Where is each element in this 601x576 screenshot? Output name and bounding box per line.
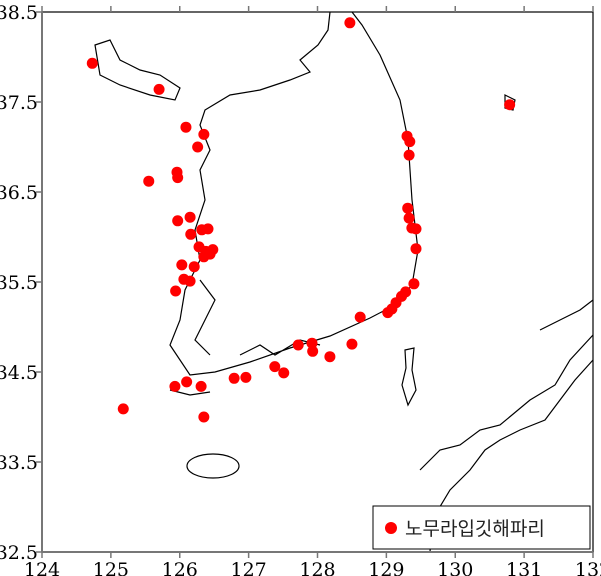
sighting-point xyxy=(198,128,210,140)
x-tick-label: 128 xyxy=(299,559,335,576)
x-tick-label: 124 xyxy=(24,559,60,576)
sighting-point xyxy=(354,311,366,323)
sighting-point xyxy=(344,17,356,29)
sighting-point xyxy=(382,307,394,319)
plot-frame xyxy=(41,11,594,553)
y-tick-label: 34.5 xyxy=(0,362,38,384)
sighting-point xyxy=(306,337,318,349)
jellyfish-sightings xyxy=(86,17,516,423)
y-tick-label: 36.5 xyxy=(0,182,38,204)
x-tick-label: 125 xyxy=(93,559,129,576)
x-tick-label: 132 xyxy=(575,559,601,576)
sighting-point xyxy=(410,243,422,255)
jeju-island-outline xyxy=(186,453,240,479)
sighting-point xyxy=(402,202,414,214)
y-tick-label: 33.5 xyxy=(0,452,38,474)
japan-coastline xyxy=(419,94,594,553)
x-tick-label: 127 xyxy=(230,559,266,576)
y-tick-label: 32.5 xyxy=(0,542,38,564)
sighting-point xyxy=(278,367,290,379)
sighting-point xyxy=(410,223,422,235)
sighting-point xyxy=(188,261,200,273)
y-tick-label: 35.5 xyxy=(0,272,38,294)
x-tick-label: 129 xyxy=(368,559,404,576)
sighting-point xyxy=(228,372,240,384)
sighting-point xyxy=(269,361,281,373)
sighting-point xyxy=(403,149,415,161)
y-tick-label: 38.5 xyxy=(0,2,38,24)
sighting-point xyxy=(204,248,216,260)
coastline xyxy=(94,11,594,553)
sighting-point xyxy=(172,215,184,227)
legend-box xyxy=(372,505,591,550)
sighting-point xyxy=(169,380,181,392)
sighting-point xyxy=(195,380,207,392)
sighting-point xyxy=(181,376,193,388)
tsushima-outline xyxy=(401,347,417,407)
sighting-point xyxy=(240,371,252,383)
sighting-point xyxy=(202,223,214,235)
sighting-point xyxy=(153,83,165,95)
x-tick-label: 130 xyxy=(437,559,473,576)
korea-coastline xyxy=(94,11,419,396)
sighting-point xyxy=(292,339,304,351)
sighting-point xyxy=(192,141,204,153)
sighting-point xyxy=(346,338,358,350)
sighting-point xyxy=(86,57,98,69)
y-tick-label: 37.5 xyxy=(0,92,38,114)
sighting-point xyxy=(172,172,184,184)
sighting-point xyxy=(176,259,188,271)
legend: 노무라입깃해파리 xyxy=(372,505,591,550)
sighting-point xyxy=(403,212,415,224)
x-tick-label: 131 xyxy=(506,559,542,576)
sighting-point xyxy=(198,411,210,423)
sighting-point xyxy=(143,175,155,187)
legend-label: 노무라입깃해파리 xyxy=(405,518,545,540)
sighting-point xyxy=(504,99,516,111)
sighting-point xyxy=(404,136,416,148)
sighting-point xyxy=(184,275,196,287)
sighting-point xyxy=(184,211,196,223)
x-tick-label: 126 xyxy=(162,559,198,576)
sighting-point xyxy=(117,403,129,415)
sighting-point xyxy=(185,228,197,240)
sighting-point xyxy=(324,351,336,363)
sighting-point xyxy=(408,278,420,290)
sighting-point xyxy=(170,285,182,297)
sighting-point xyxy=(307,345,319,357)
legend-marker xyxy=(385,522,397,534)
sighting-point xyxy=(180,121,192,133)
